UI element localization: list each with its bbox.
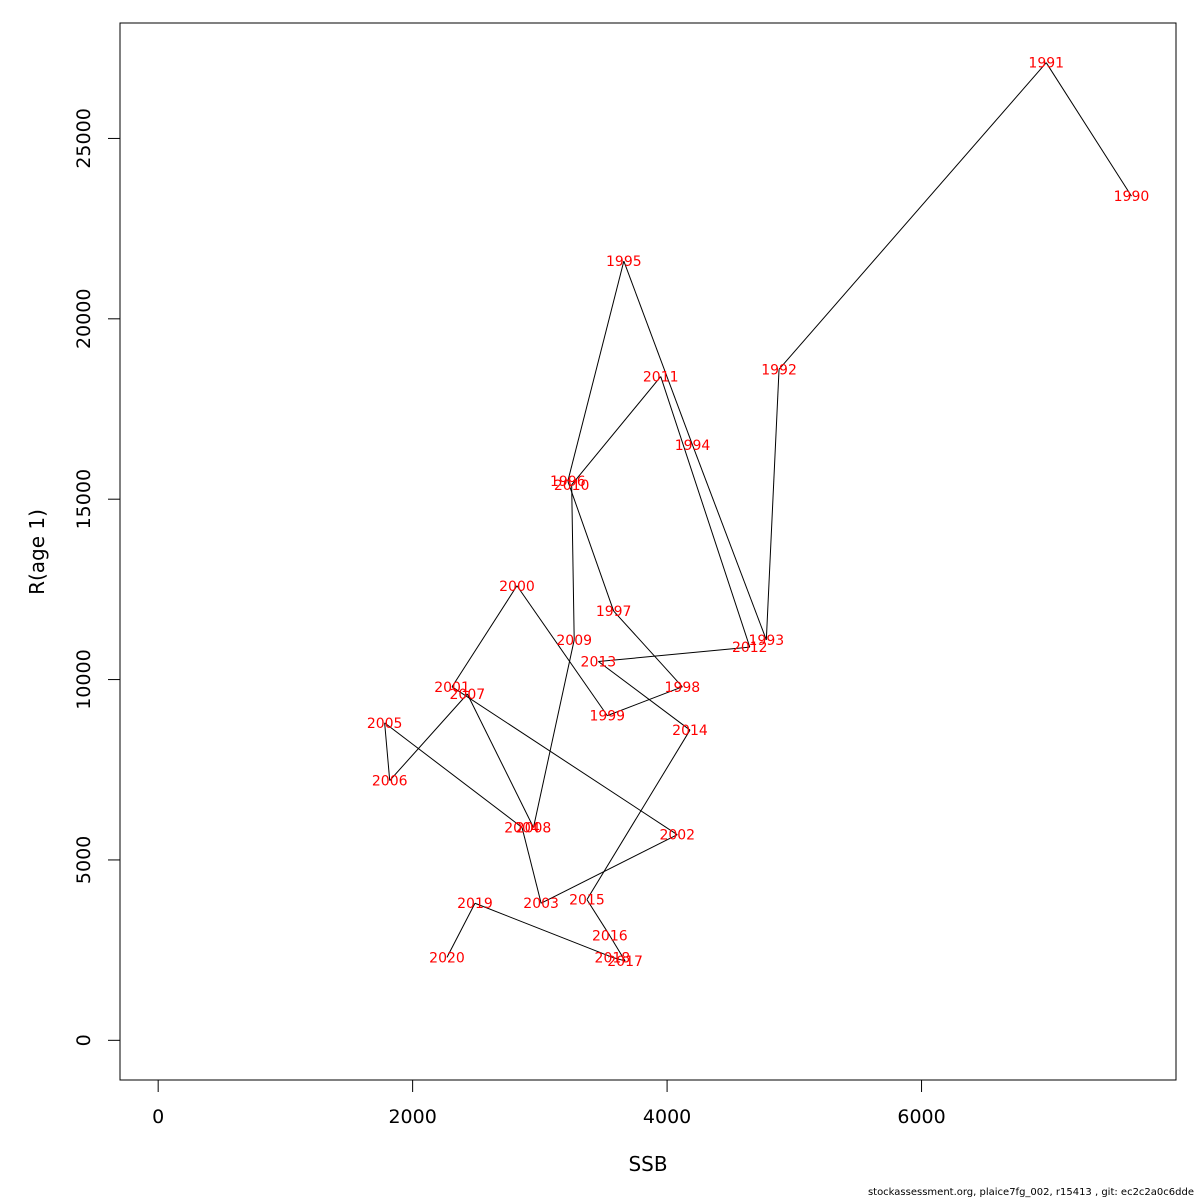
point-label-2000: 2000 — [499, 579, 535, 595]
series-segment — [567, 480, 615, 612]
point-label-2005: 2005 — [367, 716, 403, 732]
y-tick-label: 0 — [73, 1034, 95, 1046]
y-tick-label: 20000 — [73, 289, 95, 349]
point-label-1994: 1994 — [675, 438, 711, 454]
point-label-1991: 1991 — [1028, 56, 1064, 72]
series-segment — [567, 260, 625, 482]
series-segment — [533, 639, 575, 828]
point-label-2014: 2014 — [672, 723, 708, 739]
point-label-2017: 2017 — [607, 954, 643, 970]
point-label-2012: 2012 — [732, 640, 768, 656]
series-segment — [623, 260, 693, 446]
x-axis-title: SSB — [628, 1152, 667, 1176]
point-label-1997: 1997 — [596, 604, 632, 620]
series-segment — [521, 827, 542, 904]
series-segment — [612, 956, 626, 962]
point-label-2002: 2002 — [659, 828, 695, 844]
point-label-2001: 2001 — [434, 680, 470, 696]
point-label-2019: 2019 — [457, 896, 493, 912]
series-segment — [451, 585, 518, 688]
series-segment — [607, 686, 683, 717]
y-axis-title: R(age 1) — [25, 509, 49, 595]
series-segment — [466, 693, 534, 828]
y-tick-label: 25000 — [73, 108, 95, 168]
series-segment — [571, 484, 575, 640]
point-label-2004: 2004 — [504, 820, 540, 836]
point-label-1993: 1993 — [749, 633, 785, 649]
x-tick-label: 6000 — [897, 1106, 945, 1128]
point-label-2006: 2006 — [372, 774, 408, 790]
point-label-2018: 2018 — [595, 950, 631, 966]
footer-note: stockassessment.org, plaice7fg_002, r154… — [867, 1187, 1194, 1198]
point-label-2020: 2020 — [429, 950, 465, 966]
series-segment — [613, 610, 683, 688]
series-segment — [1045, 62, 1132, 197]
x-tick-label: 2000 — [388, 1106, 436, 1128]
series-segment — [451, 686, 678, 836]
point-label-1996: 1996 — [550, 474, 586, 490]
y-tick-label: 10000 — [73, 649, 95, 709]
series-segment — [598, 646, 750, 663]
y-tick-label: 15000 — [73, 469, 95, 529]
x-tick-label: 0 — [152, 1106, 164, 1128]
point-label-2008: 2008 — [516, 820, 552, 836]
point-label-2013: 2013 — [581, 655, 617, 671]
x-tick-label: 4000 — [643, 1106, 691, 1128]
series-segment — [692, 444, 767, 641]
point-label-2011: 2011 — [643, 370, 679, 386]
point-label-2015: 2015 — [569, 893, 605, 909]
series-segment — [389, 693, 468, 781]
series-segment — [384, 722, 391, 781]
plot-frame — [119, 22, 1177, 1081]
series-segment — [765, 369, 780, 640]
point-label-2007: 2007 — [450, 687, 486, 703]
series-segment — [586, 729, 691, 900]
series-segment — [586, 899, 611, 936]
series-segment — [540, 834, 678, 904]
series-segment — [384, 722, 523, 828]
point-label-1998: 1998 — [665, 680, 701, 696]
series-segment — [778, 62, 1047, 370]
point-label-1999: 1999 — [589, 709, 625, 725]
point-label-2009: 2009 — [556, 633, 592, 649]
series-segment — [598, 661, 691, 731]
series-segment — [446, 903, 476, 958]
point-label-1990: 1990 — [1114, 189, 1150, 205]
point-label-2016: 2016 — [592, 929, 628, 945]
series-line — [384, 62, 1132, 962]
point-labels: 1990 1991 1992 1993 1994 1995 1996 1997 1998 1999… — [367, 56, 1149, 970]
y-tick-label: 5000 — [73, 836, 95, 884]
point-label-1995: 1995 — [606, 254, 642, 270]
series-segment — [571, 376, 662, 486]
y-axis: 0 5000 10000 15000 20000 25000 — [73, 108, 121, 1046]
series-segment — [660, 376, 751, 648]
series-segment — [516, 585, 608, 716]
series-segment — [609, 935, 626, 962]
point-label-2003: 2003 — [523, 896, 559, 912]
x-axis: 0 2000 4000 6000 — [152, 1079, 946, 1128]
point-label-2010: 2010 — [554, 478, 590, 494]
point-label-1992: 1992 — [761, 362, 797, 378]
series-segment — [474, 902, 613, 958]
